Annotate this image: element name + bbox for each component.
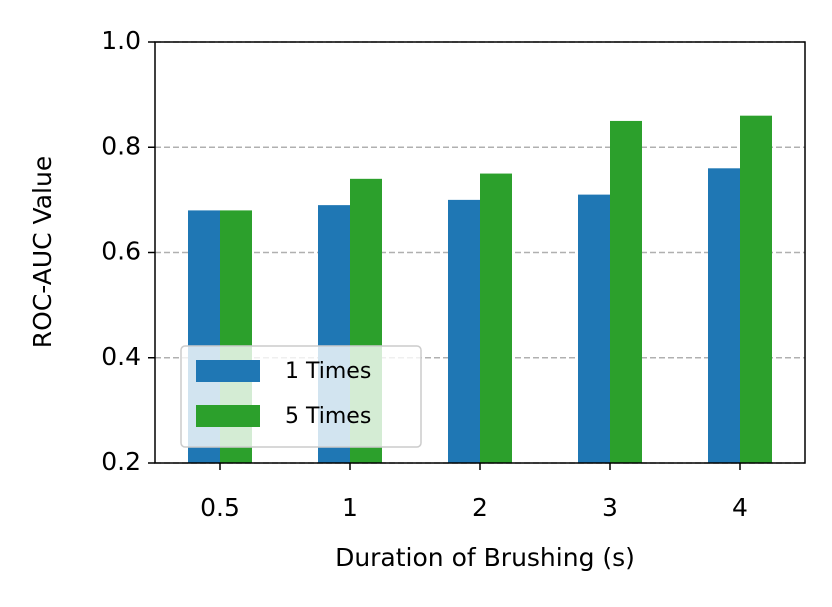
legend-label: 1 Times (285, 359, 371, 384)
legend-swatch (196, 405, 260, 427)
x-tick-label: 2 (472, 493, 488, 522)
y-tick-label: 0.2 (101, 447, 141, 476)
bar (448, 199, 480, 463)
bar (480, 173, 512, 463)
x-tick-label: 1 (342, 493, 358, 522)
y-tick-label: 1.0 (101, 26, 141, 55)
x-tick-label: 0.5 (200, 493, 240, 522)
y-axis-label: ROC-AUC Value (28, 156, 57, 348)
legend-swatch (196, 360, 260, 382)
y-tick-label: 0.6 (101, 237, 141, 266)
legend: 1 Times 5 Times (180, 345, 422, 448)
bar (610, 120, 642, 463)
bar (708, 168, 740, 464)
x-tick-label: 3 (602, 493, 618, 522)
x-axis-label: Duration of Brushing (s) (335, 543, 635, 572)
plot-frame (154, 41, 806, 464)
y-tick-label: 0.4 (101, 342, 141, 371)
y-tick-label: 0.8 (101, 131, 141, 160)
legend-label: 5 Times (285, 404, 371, 429)
bar (578, 194, 610, 464)
x-tick-label: 4 (732, 493, 748, 522)
bar (740, 115, 772, 464)
